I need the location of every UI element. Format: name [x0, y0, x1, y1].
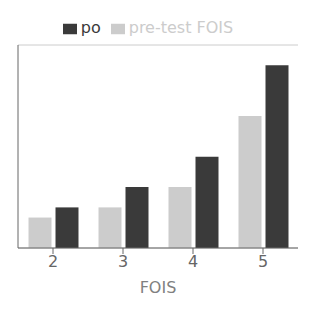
svg-text:4: 4 — [188, 252, 198, 271]
svg-text:3: 3 — [118, 252, 128, 271]
html-text:pre-test FOIS: pre-test FOIS — [128, 18, 234, 37]
svg-text:5: 5 — [258, 252, 268, 271]
svg-text:FOIS: FOIS — [140, 278, 177, 297]
html-text:po: po — [80, 18, 101, 37]
svg-text:2: 2 — [48, 252, 58, 271]
